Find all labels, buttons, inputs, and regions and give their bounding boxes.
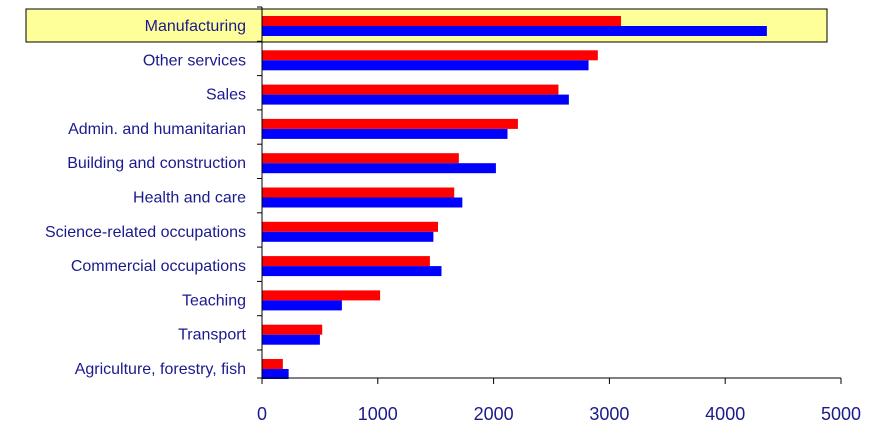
bar-series-1 xyxy=(262,187,455,198)
category-label: Commercial occupations xyxy=(71,258,246,275)
bar-series-1 xyxy=(262,84,559,95)
category-label: Agriculture, forestry, fish xyxy=(75,361,246,378)
category-label: Health and care xyxy=(133,190,246,207)
bar-series-2 xyxy=(262,60,589,71)
x-tick-label: 3000 xyxy=(589,404,629,424)
bar-series-2 xyxy=(262,266,442,277)
bar-series-1 xyxy=(262,153,459,164)
axis-layer: 0 1000 2000 3000 4000 5000 xyxy=(257,6,861,424)
bar-series-2 xyxy=(262,334,320,345)
category-label: Teaching xyxy=(182,292,246,309)
labels-layer: Manufacturing Other services Sales Admin. a… xyxy=(45,18,247,378)
bar-series-1 xyxy=(262,221,439,232)
category-label: Manufacturing xyxy=(145,18,246,35)
bar-series-1 xyxy=(262,324,323,335)
bar-series-2 xyxy=(262,197,463,208)
bar-series-2 xyxy=(262,369,289,379)
bar-series-1 xyxy=(262,290,381,301)
category-label: Science-related occupations xyxy=(45,224,246,241)
x-tick-label: 1000 xyxy=(358,404,398,424)
x-tick-label: 0 xyxy=(257,404,267,424)
category-label: Building and construction xyxy=(67,155,246,172)
x-tick-label: 5000 xyxy=(821,404,861,424)
x-tick-label: 4000 xyxy=(705,404,745,424)
bar-series-1 xyxy=(262,16,621,26)
bar-series-1 xyxy=(262,118,518,129)
bar-series-1 xyxy=(262,50,598,61)
bar-series-2 xyxy=(262,163,496,174)
category-label: Sales xyxy=(206,87,246,104)
bar-series-2 xyxy=(262,300,342,311)
bar-series-2 xyxy=(262,26,767,36)
bar-series-2 xyxy=(262,128,508,139)
x-tick-label: 2000 xyxy=(474,404,514,424)
bar-series-1 xyxy=(262,256,430,267)
bar-series-2 xyxy=(262,231,434,242)
category-label: Admin. and humanitarian xyxy=(68,121,246,138)
category-label: Transport xyxy=(178,327,246,344)
category-label: Other services xyxy=(143,52,246,69)
bars-layer xyxy=(262,16,767,379)
bar-series-1 xyxy=(262,359,283,369)
bar-series-2 xyxy=(262,94,569,105)
